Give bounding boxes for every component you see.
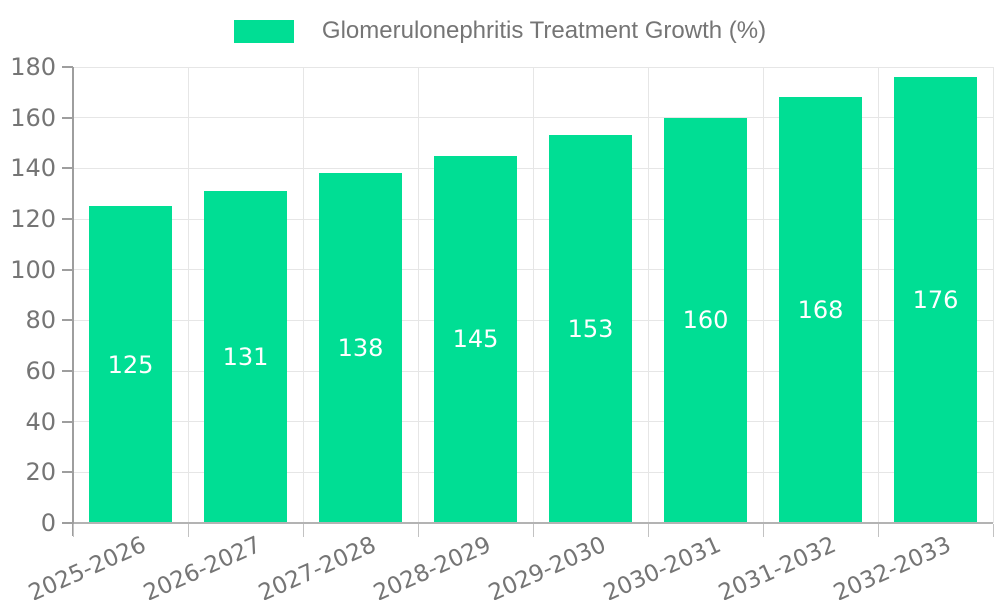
y-axis-label: 60 — [25, 357, 56, 385]
bar-value-label: 176 — [912, 286, 959, 315]
y-axis-tick — [62, 420, 73, 423]
bar-value-label: 131 — [222, 343, 269, 372]
x-axis-tick — [532, 524, 534, 537]
x-axis-tick — [992, 524, 994, 537]
bar[interactable] — [664, 117, 747, 523]
y-axis-tick — [62, 522, 73, 524]
y-axis-label: 40 — [25, 407, 56, 436]
bar-value-label: 153 — [567, 315, 614, 344]
bar[interactable] — [434, 155, 517, 523]
x-axis-tick — [302, 524, 304, 537]
y-axis-label: 120 — [10, 205, 56, 233]
x-axis-label: 2028-2029 — [369, 531, 495, 600]
bar-value-label: 168 — [797, 296, 844, 325]
y-axis-tick — [62, 66, 73, 68]
x-axis-label: 2032-2033 — [829, 531, 955, 600]
x-axis-tick — [417, 524, 419, 537]
bar-value-label: 145 — [452, 325, 499, 354]
y-axis-label: 80 — [25, 306, 56, 335]
bar-value-label: 138 — [337, 334, 384, 363]
y-axis-label: 160 — [10, 103, 56, 132]
y-axis-line — [72, 67, 74, 536]
y-axis-label: 100 — [10, 255, 56, 284]
bar-value-label: 160 — [682, 306, 729, 335]
legend[interactable]: Glomerulonephritis Treatment Growth (%) — [0, 17, 1000, 45]
y-axis-label: 140 — [10, 154, 56, 183]
x-axis-tick — [762, 524, 764, 537]
bar[interactable] — [319, 173, 402, 523]
y-axis-tick — [62, 167, 73, 170]
x-axis-label: 2027-2028 — [254, 531, 380, 600]
bar[interactable] — [549, 135, 632, 523]
x-axis-tick — [72, 524, 74, 537]
gridline-v — [417, 67, 419, 523]
x-axis-tick — [877, 524, 879, 537]
gridline-v — [762, 67, 764, 523]
bar[interactable] — [204, 191, 287, 523]
x-axis-tick — [647, 524, 649, 537]
bar[interactable] — [894, 77, 977, 523]
x-axis-label: 2031-2032 — [714, 531, 840, 600]
legend-label: Glomerulonephritis Treatment Growth (%) — [321, 17, 767, 44]
gridline-v — [302, 67, 304, 523]
bar[interactable] — [779, 97, 862, 523]
bar-value-label: 125 — [107, 350, 154, 379]
x-axis-label: 2025-2026 — [24, 531, 150, 600]
y-axis-tick — [62, 370, 73, 372]
gridline-v — [187, 67, 189, 523]
bar[interactable] — [89, 206, 172, 523]
y-axis-tick — [62, 218, 73, 220]
x-axis-label: 2029-2030 — [484, 531, 610, 600]
y-axis-tick — [62, 268, 73, 271]
y-axis-tick — [62, 471, 73, 474]
y-axis-label: 180 — [10, 53, 56, 81]
x-axis-label: 2026-2027 — [139, 531, 265, 600]
y-axis-tick — [62, 319, 73, 322]
gridline-v — [647, 67, 649, 523]
gridline-v — [992, 67, 994, 523]
gridline-v — [532, 67, 534, 523]
y-axis-tick — [62, 116, 73, 119]
x-axis-tick — [187, 524, 189, 537]
y-axis-label: 20 — [25, 458, 56, 487]
y-axis-label: 0 — [40, 509, 56, 537]
legend-swatch — [233, 19, 294, 43]
x-axis-label: 2030-2031 — [599, 531, 725, 600]
gridline-v — [877, 67, 879, 523]
x-axis-line — [73, 522, 993, 524]
